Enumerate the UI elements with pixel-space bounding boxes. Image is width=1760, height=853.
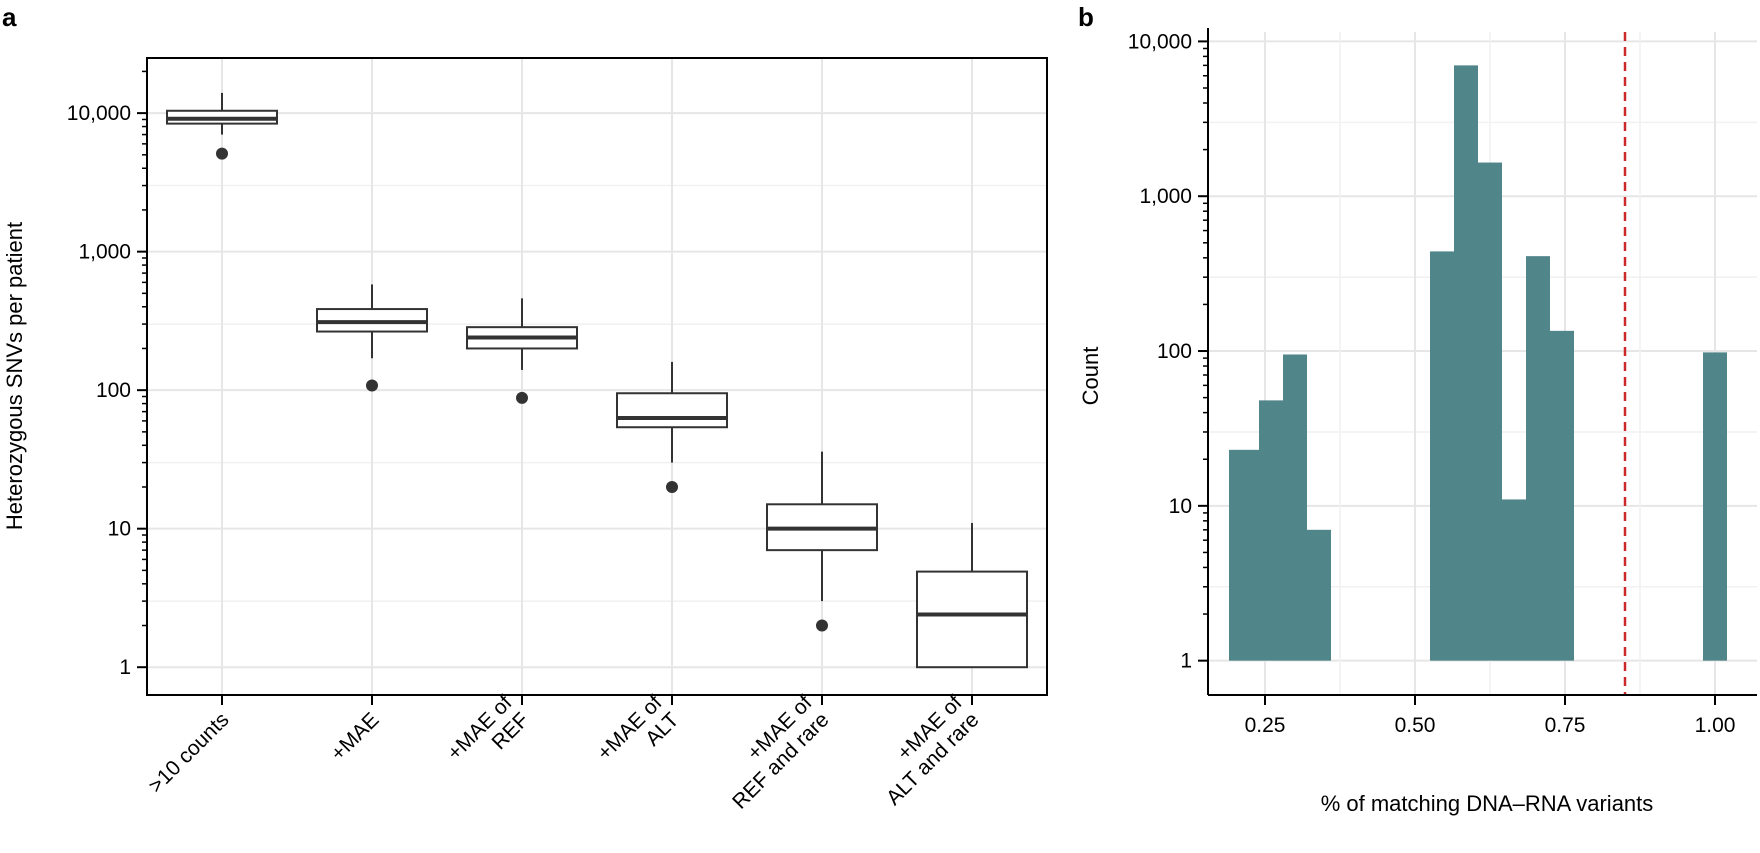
x-tick-label: 0.75 bbox=[1545, 714, 1586, 737]
y-tick-label: 10 bbox=[1169, 495, 1192, 518]
panel-label-a: a bbox=[2, 2, 17, 32]
histogram-bar bbox=[1229, 449, 1259, 661]
y-tick-label: 10 bbox=[108, 518, 131, 541]
panel-b-x-axis-title: % of matching DNA–RNA variants bbox=[1321, 791, 1654, 816]
y-tick-label: 10,000 bbox=[67, 102, 131, 125]
x-category-label-line: >10 counts bbox=[144, 708, 233, 797]
y-tick-label: 10,000 bbox=[1128, 30, 1192, 53]
x-category-label: +MAE bbox=[326, 708, 383, 765]
y-tick-label: 1,000 bbox=[78, 241, 131, 264]
panel-b-y-axis: 1 10 100 1,000 10,000 bbox=[1128, 28, 1209, 695]
histogram-bar bbox=[1703, 352, 1727, 661]
x-category-label-line: +MAE bbox=[326, 708, 383, 765]
panel-label-b: b bbox=[1078, 2, 1094, 32]
panel-a-boxes bbox=[166, 92, 1028, 669]
histogram-bar bbox=[1478, 162, 1502, 661]
y-tick-label: 100 bbox=[1157, 340, 1192, 363]
x-category-label: +MAE ofREF and rare bbox=[711, 691, 833, 813]
histogram-bar bbox=[1430, 251, 1454, 661]
y-tick-label: 1 bbox=[119, 656, 131, 679]
box-outlier bbox=[816, 619, 828, 632]
panel-b-y-axis-title: Count bbox=[1078, 347, 1103, 406]
x-category-label: +MAE ofREF bbox=[443, 691, 534, 782]
x-category-label: +MAE ofALT bbox=[593, 691, 684, 782]
box-outlier bbox=[366, 379, 378, 392]
box-iqr bbox=[616, 392, 728, 429]
x-tick-label: 0.25 bbox=[1245, 714, 1286, 737]
histogram-bar bbox=[1307, 529, 1331, 661]
panel-a-y-axis-title: Heterozygous SNVs per patient bbox=[2, 222, 27, 530]
histogram-bar bbox=[1454, 65, 1478, 661]
panel-a-grid bbox=[147, 58, 1047, 695]
panel-a-x-axis: >10 counts +MAE +MAE ofREF +MAE ofALT +MAE o… bbox=[144, 691, 983, 813]
panel-b-bars bbox=[1229, 65, 1727, 661]
panel-b-x-axis: 0.25 0.50 0.75 1.00 bbox=[1208, 694, 1757, 737]
box-iqr bbox=[916, 570, 1028, 669]
y-tick-label: 1,000 bbox=[1139, 185, 1192, 208]
y-tick-label: 1 bbox=[1180, 650, 1192, 673]
box-outlier bbox=[666, 480, 678, 493]
box-outlier bbox=[516, 391, 528, 404]
panel-a-frame bbox=[146, 57, 1048, 696]
panel-a: a 1 10 100 1,000 10,000 >10 counts +MAE +MAE o… bbox=[2, 2, 1048, 814]
histogram-bar bbox=[1550, 330, 1574, 661]
x-category-label: >10 counts bbox=[144, 708, 233, 797]
x-tick-label: 1.00 bbox=[1695, 714, 1736, 737]
histogram-bar bbox=[1283, 354, 1307, 661]
histogram-bar bbox=[1502, 499, 1526, 661]
y-tick-label: 100 bbox=[96, 379, 131, 402]
x-category-label: +MAE ofALT and rare bbox=[865, 691, 984, 810]
x-tick-label: 0.50 bbox=[1395, 714, 1436, 737]
histogram-bar bbox=[1259, 400, 1283, 661]
histogram-bar bbox=[1526, 256, 1550, 661]
panel-b: b 1 10 100 1,000 10,000 0.25 0.50 0.75 1.00 Cou… bbox=[1078, 2, 1757, 816]
box-outlier bbox=[216, 147, 228, 160]
panel-a-y-axis: 1 10 100 1,000 10,000 bbox=[67, 70, 147, 679]
